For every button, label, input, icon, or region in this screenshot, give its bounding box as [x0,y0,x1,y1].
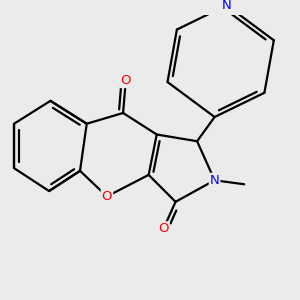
Text: O: O [121,74,131,87]
Text: N: N [210,174,220,187]
Text: O: O [102,190,112,203]
Text: O: O [158,222,169,235]
Text: N: N [222,0,232,12]
